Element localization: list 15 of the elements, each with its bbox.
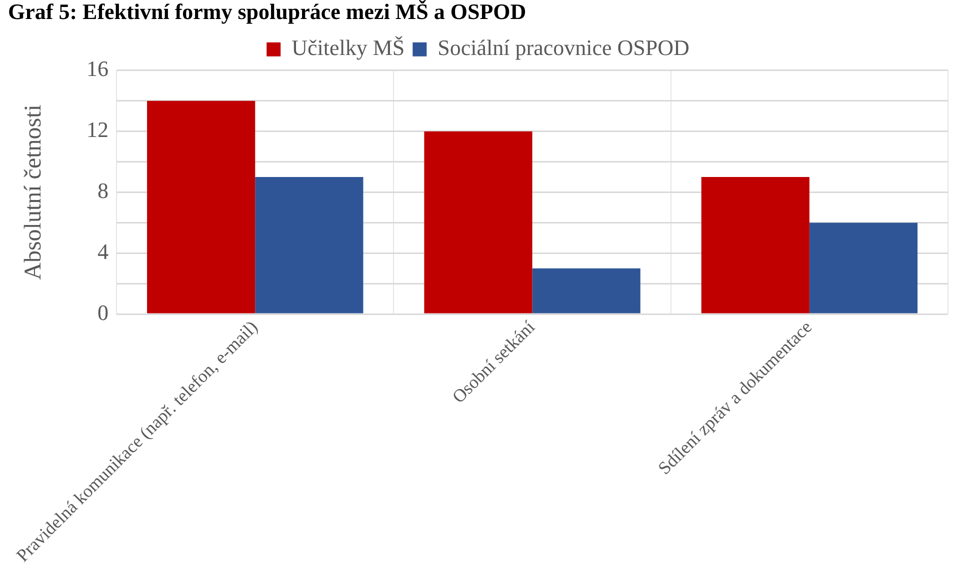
y-tick-label: 0 [98, 300, 109, 325]
bar [255, 177, 364, 314]
y-tick-label: 16 [86, 56, 109, 82]
y-tick-label: 12 [86, 117, 109, 142]
legend-label: Učitelky MŠ [292, 35, 405, 60]
bar [532, 268, 640, 314]
bar [809, 222, 918, 314]
bar [701, 177, 810, 314]
bar [147, 100, 256, 314]
chart-title: Graf 5: Efektivní formy spolupráce mezi MŠ a OSPOD [8, 0, 526, 24]
y-tick-label: 4 [98, 238, 109, 264]
y-axis-title: Absolutní četnosti [20, 104, 46, 280]
legend-label: Sociální pracovnice OSPOD [438, 35, 690, 60]
y-tick-label: 8 [98, 178, 109, 204]
bar [424, 131, 532, 314]
